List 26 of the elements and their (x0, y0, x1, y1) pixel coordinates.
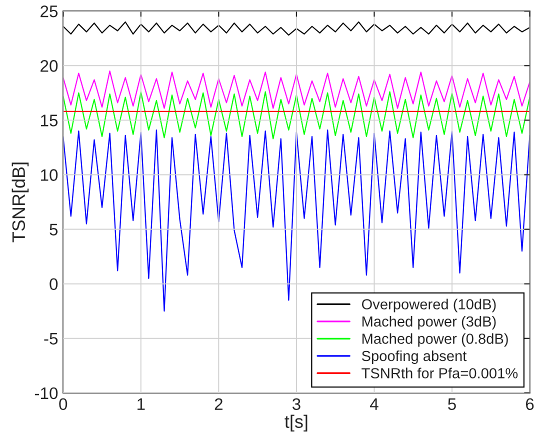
x-tick-label: 0 (59, 398, 68, 410)
y-axis-title: TSNR[dB] (12, 162, 29, 242)
legend-label: Overpowered (10dB) (362, 298, 496, 312)
y-tick-label: 20 (40, 60, 58, 72)
line-series (63, 21, 530, 36)
x-tick-label: 4 (370, 398, 378, 410)
x-tick-label: 3 (292, 398, 300, 410)
y-tick-label: 10 (41, 169, 58, 181)
y-tick-label: -5 (44, 332, 58, 345)
line-series (63, 70, 530, 109)
x-tick-label: 2 (214, 398, 222, 410)
legend-label: Spoofing absent (362, 350, 467, 364)
y-tick-label: 5 (50, 224, 58, 236)
legend-label: Mached power (0.8dB) (362, 333, 508, 347)
x-tick-label: 6 (526, 398, 534, 410)
y-tick-label: 15 (41, 114, 58, 126)
x-axis-title: t[s] (284, 414, 308, 432)
y-tick-label: -10 (34, 387, 58, 400)
line-series (63, 129, 530, 312)
x-tick-label: 1 (138, 398, 145, 410)
legend-label: TSNRth for Pfa=0.001% (362, 368, 518, 378)
x-tick-label: 5 (448, 398, 456, 410)
y-tick-label: 25 (40, 6, 58, 18)
line-series (63, 91, 530, 140)
legend-label: Mached power (3dB) (362, 316, 496, 330)
y-tick-label: 0 (50, 278, 58, 290)
